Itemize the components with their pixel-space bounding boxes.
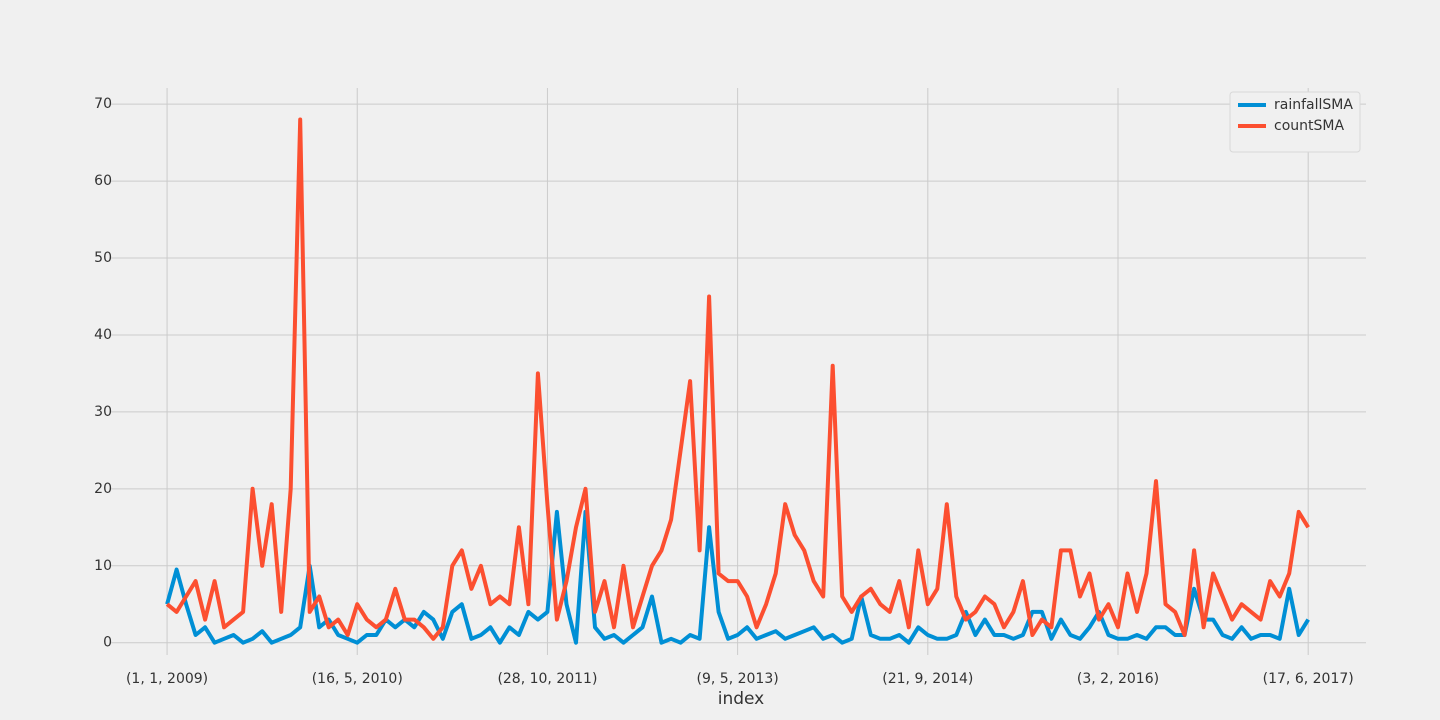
x-tick-label: (3, 2, 2016) (1077, 671, 1159, 687)
x-tick-label: (21, 9, 2014) (882, 671, 973, 687)
y-tick-label: 20 (94, 481, 112, 497)
x-axis-label: index (718, 689, 765, 709)
y-tick-label: 70 (94, 96, 112, 112)
y-tick-label: 0 (103, 635, 112, 651)
legend-label: countSMA (1274, 118, 1344, 134)
x-tick-label: (17, 6, 2017) (1263, 671, 1354, 687)
y-tick-label: 10 (94, 558, 112, 574)
x-tick-label: (16, 5, 2010) (312, 671, 403, 687)
x-tick-label: (1, 1, 2009) (126, 671, 208, 687)
y-tick-label: 60 (94, 173, 112, 189)
line-series (165, 117, 1310, 641)
x-tick-label: (28, 10, 2011) (497, 671, 597, 687)
legend-label: rainfallSMA (1274, 97, 1353, 113)
line-series (165, 509, 1310, 645)
y-tick-label: 50 (94, 250, 112, 266)
x-tick-label: (9, 5, 2013) (697, 671, 779, 687)
y-tick-label: 40 (94, 327, 112, 343)
y-tick-label: 30 (94, 404, 112, 420)
